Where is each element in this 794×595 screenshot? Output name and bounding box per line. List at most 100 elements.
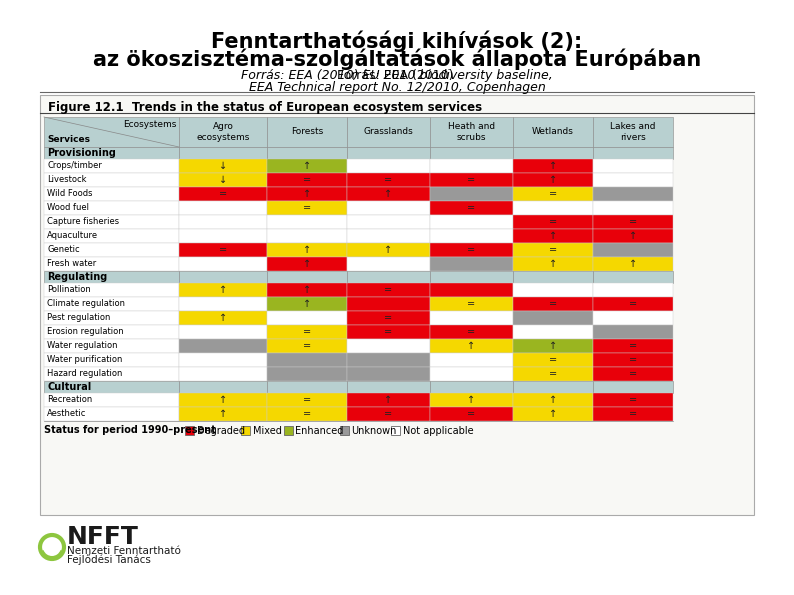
Bar [513,407,593,421]
Text: Aesthetic: Aesthetic [47,409,87,418]
Bar [513,147,593,159]
Text: ↓: ↓ [219,175,227,185]
Text: Lakes and
rivers: Lakes and rivers [611,123,656,142]
Bar [44,173,179,187]
Text: Livestock: Livestock [47,176,87,184]
Text: ↑: ↑ [219,409,227,419]
Bar [430,173,513,187]
Text: =: = [384,327,392,337]
Text: Fresh water: Fresh water [47,259,96,268]
Bar [179,367,267,381]
Text: Degraded: Degraded [197,425,245,436]
Bar [267,297,347,311]
Text: =: = [629,395,637,405]
Text: ↑: ↑ [384,395,392,405]
Bar [179,311,267,325]
Bar [44,257,179,271]
Bar [185,426,194,435]
Text: NFFT: NFFT [67,525,139,549]
Text: Pest regulation: Pest regulation [47,314,110,322]
Bar [179,147,267,159]
Bar [430,283,513,297]
Bar [593,187,673,201]
Bar [347,407,430,421]
Text: Regulating: Regulating [47,272,107,282]
Text: ↑: ↑ [303,189,311,199]
Bar [513,353,593,367]
Text: ↑: ↑ [549,341,557,351]
Bar [513,215,593,229]
Bar [430,393,513,407]
Bar [513,229,593,243]
Bar [179,271,267,283]
Bar [513,283,593,297]
Bar [513,271,593,283]
Bar [44,271,179,283]
Text: ↑: ↑ [303,161,311,171]
Bar [267,147,347,159]
Bar [179,117,267,147]
Bar [267,339,347,353]
Bar [44,243,179,257]
Bar [593,201,673,215]
Bar [44,187,179,201]
Text: Forests: Forests [291,127,323,136]
Text: ↑: ↑ [549,395,557,405]
Text: ↑: ↑ [303,285,311,295]
Bar [430,215,513,229]
Bar [347,367,430,381]
Bar [267,201,347,215]
Bar [44,339,179,353]
Text: Provisioning: Provisioning [47,148,116,158]
Bar [391,426,400,435]
Bar [347,271,430,283]
Text: =: = [549,355,557,365]
Bar [430,229,513,243]
Text: ↑: ↑ [219,285,227,295]
Bar [44,159,179,173]
Text: Forrás: EEA (2010): Forrás: EEA (2010) [337,69,457,82]
Text: ↑: ↑ [549,175,557,185]
Bar [44,367,179,381]
Bar [179,407,267,421]
Bar [44,353,179,367]
Bar [267,173,347,187]
Bar [593,339,673,353]
Bar [179,229,267,243]
Bar [593,381,673,393]
Text: Genetic: Genetic [47,246,79,255]
Bar [513,367,593,381]
Bar [430,297,513,311]
Text: =: = [303,327,311,337]
Bar [347,215,430,229]
Text: =: = [468,203,476,213]
Text: =: = [468,175,476,185]
Bar [179,187,267,201]
Text: Services: Services [47,135,90,144]
Text: Nemzeti Fenntartható: Nemzeti Fenntartható [67,546,181,556]
Text: Fejlődési Tanács: Fejlődési Tanács [67,555,151,565]
Bar [179,243,267,257]
Bar [179,353,267,367]
Bar [430,201,513,215]
Bar [593,297,673,311]
Bar [347,297,430,311]
Bar [267,229,347,243]
Text: Ecosystems: Ecosystems [122,120,176,129]
Text: =: = [468,327,476,337]
Text: =: = [384,409,392,419]
Text: =: = [219,245,227,255]
Bar [347,311,430,325]
Bar [283,426,292,435]
Bar [593,147,673,159]
Bar [593,407,673,421]
Text: ↑: ↑ [468,395,476,405]
Text: =: = [629,409,637,419]
Bar [340,426,349,435]
Text: Fenntarthatósági kihívások (2):: Fenntarthatósági kihívások (2): [211,30,583,52]
Bar [347,353,430,367]
Bar [593,257,673,271]
Bar [593,311,673,325]
Bar [179,393,267,407]
Text: =: = [384,175,392,185]
